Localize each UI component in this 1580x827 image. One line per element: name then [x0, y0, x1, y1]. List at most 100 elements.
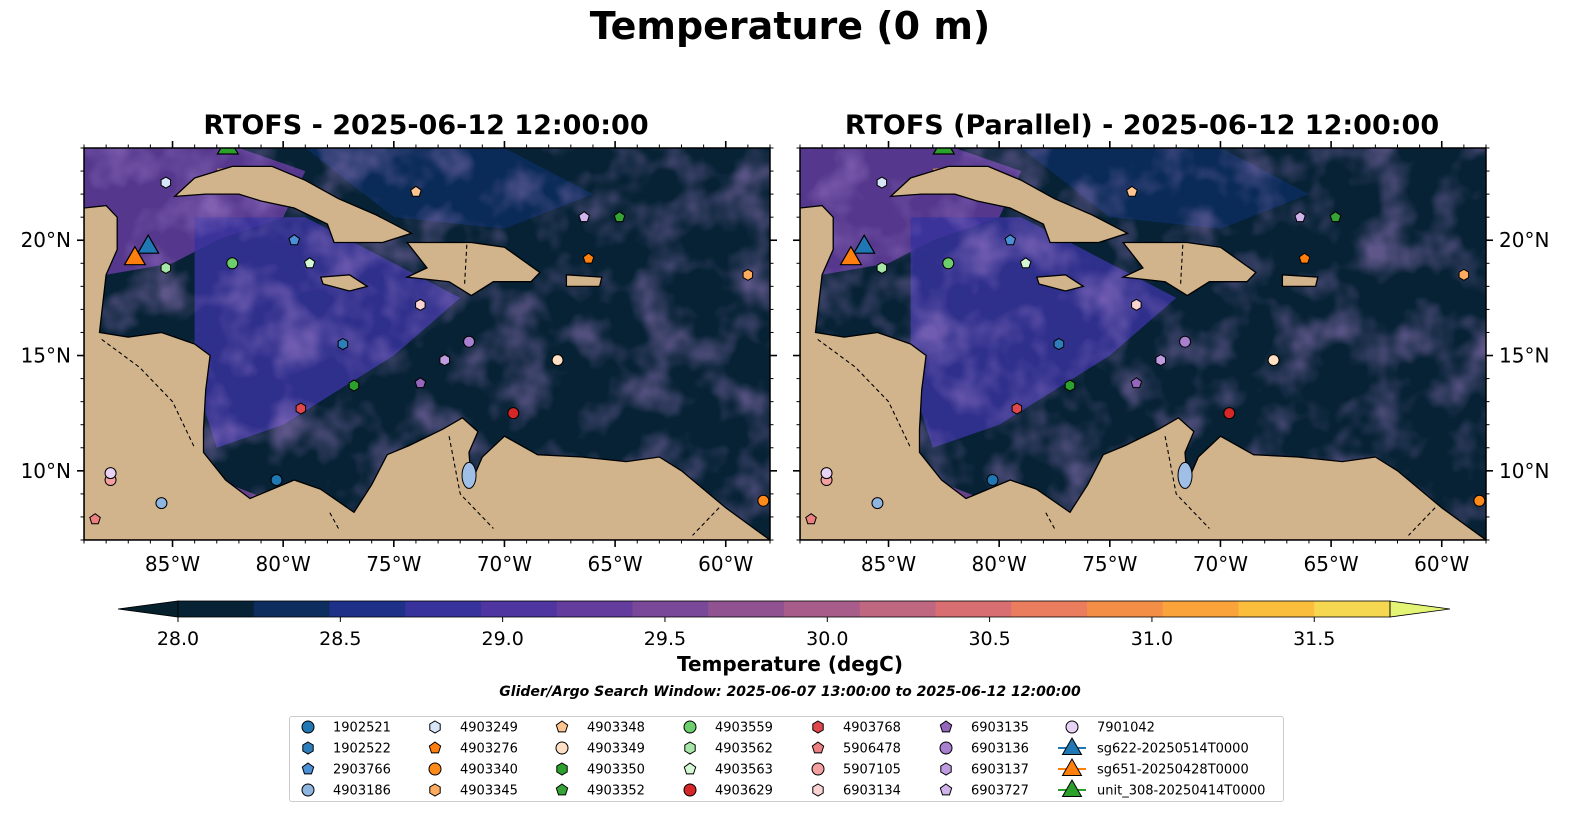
legend-float-marker	[683, 762, 697, 775]
legend-float-marker	[812, 720, 824, 734]
lake-maracaibo	[461, 461, 477, 489]
country-border	[448, 436, 494, 529]
legend-entry: unit_308-20250414T0000	[1058, 778, 1265, 799]
colorbar-segment	[1238, 601, 1315, 617]
legend-float-marker	[1065, 720, 1079, 734]
glider-marker	[136, 234, 160, 254]
float-marker	[288, 234, 301, 246]
legend-label: sg622-20250514T0000	[1097, 742, 1249, 757]
legend-entry: 2903766	[301, 762, 391, 778]
float-marker	[160, 176, 172, 189]
legend-label: 6903135	[971, 721, 1029, 736]
legend-label: 4903340	[460, 763, 518, 778]
float-marker	[348, 379, 360, 392]
legend-label: 4903352	[587, 784, 645, 799]
figure-title: Temperature (0 m)	[589, 4, 991, 48]
legend-entry: 4903352	[555, 783, 645, 799]
colorbar-tick-label: 28.5	[319, 628, 361, 650]
legend-float-marker	[939, 720, 953, 733]
colorbar-segment	[632, 601, 709, 617]
colorbar-segment	[481, 601, 558, 617]
legend-entry: 4903350	[556, 762, 645, 778]
float-marker	[295, 402, 307, 415]
float-marker	[1155, 354, 1166, 367]
y-tick-label: 20°N	[1499, 228, 1549, 252]
float-marker	[507, 407, 520, 420]
legend-float-marker	[555, 783, 569, 796]
legend-entry: 4903345	[429, 783, 518, 799]
float-marker	[1131, 298, 1142, 311]
float-marker	[1298, 252, 1311, 264]
float-marker	[986, 474, 999, 487]
x-tick-label: 85°W	[145, 552, 200, 576]
colorbar-tick-label: 30.5	[968, 628, 1010, 650]
colorbar-segment	[708, 601, 785, 617]
left-panel-title: RTOFS - 2025-06-12 12:00:00	[203, 110, 649, 141]
map-area	[84, 148, 770, 540]
legend-float-marker	[683, 720, 697, 734]
legend-glider-marker	[1061, 757, 1083, 776]
legend-float-marker	[301, 783, 315, 797]
country-border	[1045, 512, 1055, 529]
float-marker	[439, 354, 450, 367]
legend-entries: 1902521 1902522 2903766 4903186 4903249 49032…	[301, 720, 1265, 799]
legend-float-marker	[683, 783, 697, 797]
y-tick-label: 15°N	[1499, 344, 1549, 368]
float-marker	[104, 467, 117, 480]
legend-label: 4903349	[587, 742, 645, 757]
float-marker	[613, 211, 626, 223]
colorbar-tick-label: 29.5	[644, 628, 686, 650]
colorbar-segment	[253, 601, 330, 617]
glider-marker	[839, 245, 863, 266]
map-area	[800, 148, 1486, 540]
legend-entry: 4903559	[683, 720, 773, 736]
float-marker	[1267, 354, 1280, 367]
legend-float-marker	[811, 762, 825, 776]
legend-float-marker	[428, 741, 442, 754]
legend-label: 5907105	[843, 763, 901, 778]
legend-entry: 4903186	[301, 783, 391, 799]
left-map-panel: 85°W 80°W 75°W 70°W 65°W 60°W 10°N 15°N 20°N	[21, 141, 777, 576]
legend-entry: sg622-20250514T0000	[1058, 736, 1249, 757]
x-tick-label: 75°W	[1082, 552, 1137, 576]
map-frame	[83, 147, 771, 541]
x-tick-label: 85°W	[861, 552, 916, 576]
legend-label: 4903559	[715, 721, 773, 736]
legend-float-marker	[556, 762, 568, 776]
legend-float-marker	[812, 783, 824, 797]
colorbar-tick-label: 29.0	[481, 628, 523, 650]
legend-label: 4903768	[843, 721, 901, 736]
glider-marker	[123, 245, 147, 266]
legend-float-marker	[939, 741, 953, 755]
y-tick-label: 15°N	[21, 344, 71, 368]
float-marker	[1179, 335, 1192, 348]
float-marker	[820, 467, 833, 480]
legend-glider-marker	[1061, 736, 1083, 755]
colorbar-extend-min	[117, 600, 179, 618]
legend-float-marker	[811, 741, 825, 754]
float-marker	[1004, 234, 1017, 246]
legend-entry: sg651-20250428T0000	[1058, 757, 1249, 778]
float-marker	[226, 257, 239, 270]
y-tick-label: 20°N	[21, 228, 71, 252]
right-map-panel: 85°W 80°W 75°W 70°W 65°W 60°W 10°N 15°N 20°N	[793, 141, 1549, 576]
float-marker	[160, 261, 172, 274]
float-marker	[1130, 377, 1143, 389]
land-polygon	[84, 204, 770, 540]
legend-label: 4903249	[460, 721, 518, 736]
legend-entry: 6903134	[812, 783, 901, 799]
land-polygon	[565, 274, 603, 288]
float-marker	[871, 497, 884, 510]
colorbar: 28.0 28.5 29.0 29.5 30.0 30.5 31.0 31.5	[117, 600, 1451, 650]
legend-label: 6903134	[843, 784, 901, 799]
legend-float-marker	[429, 783, 441, 797]
legend-label: 7901042	[1097, 721, 1155, 736]
colorbar-label: Temperature (degC)	[677, 652, 903, 676]
float-marker	[337, 337, 349, 351]
lake-maracaibo	[1177, 461, 1193, 489]
legend-entry: 6903727	[939, 783, 1029, 799]
legend-entry: 7901042	[1065, 720, 1155, 736]
legend-entry: 5906478	[811, 741, 901, 757]
land-polygon	[172, 165, 414, 244]
